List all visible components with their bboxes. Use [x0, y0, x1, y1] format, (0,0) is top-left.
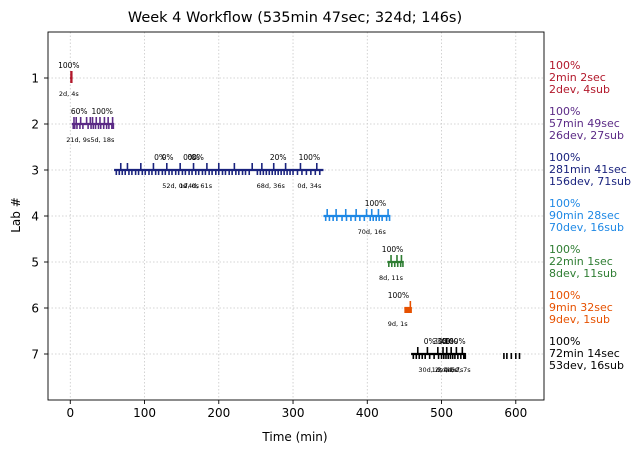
lab-4-summary-line: 70dev, 16sub — [549, 221, 624, 234]
lab-6-summary-line: 100% — [549, 289, 580, 302]
lab-6-summary-line: 9min 32sec — [549, 301, 613, 314]
count-label: 74d, 61s — [184, 182, 213, 190]
score-label: 0% — [192, 153, 204, 162]
lab-1-summary-line: 100% — [549, 59, 580, 72]
lab-3-summary-line: 100% — [549, 151, 580, 164]
lab-track-1: 100% 2d, 4s — [58, 61, 79, 98]
lab-3-summary-line: 281min 41sec — [549, 163, 627, 176]
count-label: 2d, 4s — [59, 90, 80, 98]
score-label: 100% — [91, 107, 112, 116]
x-axis-label: Time (min) — [261, 430, 327, 444]
x-tick-label: 0 — [66, 406, 74, 420]
lab-5-summary-line: 22min 1sec — [549, 255, 613, 268]
count-label: 9d, 1s — [388, 320, 409, 328]
score-label: 40% — [441, 337, 458, 346]
score-label: 100% — [365, 199, 386, 208]
lab-3-summary-line: 156dev, 71sub — [549, 175, 631, 188]
count-label: 21d, 9s5d, 18s — [66, 136, 115, 144]
count-label: 16d, 7s — [447, 366, 472, 374]
x-tick-label: 500 — [430, 406, 453, 420]
x-tick-label: 300 — [282, 406, 305, 420]
x-tick-label: 100 — [133, 406, 156, 420]
lab-1-summary-line: 2dev, 4sub — [549, 83, 610, 96]
x-tick-label: 600 — [504, 406, 527, 420]
lab-2-summary-line: 26dev, 27sub — [549, 129, 624, 142]
lab-5-summary-line: 100% — [549, 243, 580, 256]
grid-layer — [48, 32, 544, 400]
lab-7-summary-line: 72min 14sec — [549, 347, 620, 360]
lab-track-4: 100% 70d, 16s — [323, 199, 391, 236]
x-tick-label: 200 — [207, 406, 230, 420]
count-label: 8d, 11s — [379, 274, 404, 282]
score-label: 0% — [188, 153, 200, 162]
score-label: 0% — [183, 153, 195, 162]
lab-4-summary-line: 100% — [549, 197, 580, 210]
count-label: 2d, 0s — [438, 366, 459, 374]
count-label: 68d, 36s — [257, 182, 286, 190]
lab-1-summary-line: 2min 2sec — [549, 71, 606, 84]
score-label: 20% — [270, 153, 287, 162]
lab-7-summary-line: 100% — [549, 335, 580, 348]
score-label: 100% — [382, 245, 403, 254]
lab-track-5: 100% 8d, 11s — [379, 245, 404, 282]
count-label: 30d, 2s — [418, 366, 443, 374]
y-tick-label: 5 — [31, 256, 39, 270]
lab-4-summary-line: 90min 28sec — [549, 209, 620, 222]
axes-layer: 0 100 200 300 400 500 600 1 2 3 4 5 6 7 — [31, 31, 545, 420]
y-tick-label: 4 — [31, 210, 39, 224]
lab-2-summary-line: 100% — [549, 105, 580, 118]
score-label: 0% — [154, 153, 166, 162]
score-label: 100% — [444, 337, 465, 346]
lab-track-6: 100% 9d, 1s — [388, 291, 412, 328]
score-label: 100% — [299, 153, 320, 162]
y-tick-label: 3 — [31, 164, 39, 178]
score-label: 30% — [433, 337, 450, 346]
lab-track-2: 60% 100% 21d, 9s5d, 18s — [66, 107, 115, 144]
y-tick-label: 6 — [31, 302, 39, 316]
y-tick-label: 7 — [31, 348, 39, 362]
count-label: 4d, 7s — [443, 366, 464, 374]
y-tick-label: 2 — [31, 118, 39, 132]
count-label: 52d, 0s — [162, 182, 187, 190]
score-label: 100% — [388, 291, 409, 300]
score-label: 0% — [162, 153, 174, 162]
score-label: 60% — [71, 107, 88, 116]
x-tick-label: 400 — [356, 406, 379, 420]
count-label: 70d, 16s — [358, 228, 387, 236]
lab-2-summary-line: 57min 49sec — [549, 117, 620, 130]
chart-title: Week 4 Workflow (535min 47sec; 324d; 146… — [128, 10, 462, 26]
y-axis-label: Lab # — [9, 197, 23, 233]
count-label: 1d, 0s — [179, 182, 200, 190]
lab-5-summary-line: 8dev, 11sub — [549, 267, 617, 280]
lab-6-summary-line: 9dev, 1sub — [549, 313, 610, 326]
count-label: 0d, 34s — [297, 182, 322, 190]
score-label: 0% — [424, 337, 436, 346]
score-label: 100% — [58, 61, 79, 70]
score-label: 30% — [437, 337, 454, 346]
y-tick-label: 1 — [31, 72, 39, 86]
count-label: 1d, 0s — [432, 366, 453, 374]
lab-7-summary-line: 53dev, 16sub — [549, 359, 624, 372]
